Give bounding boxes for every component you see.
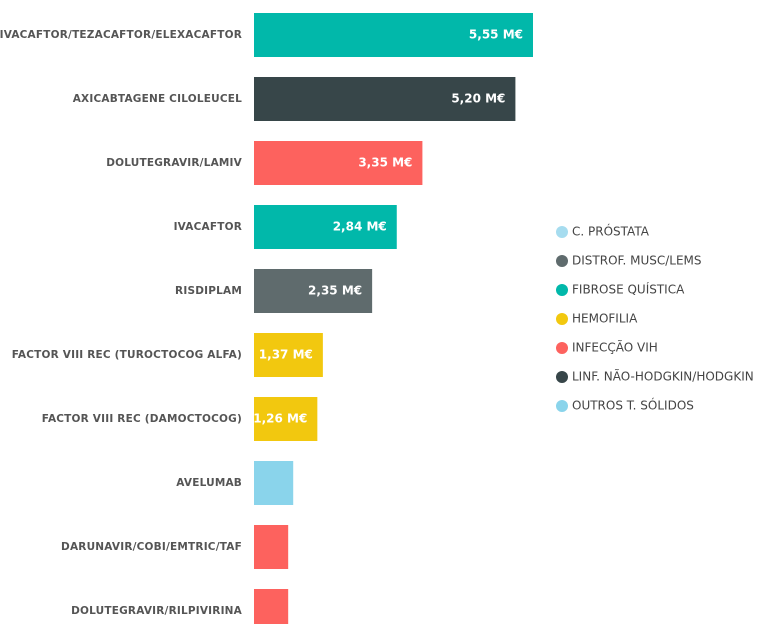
category-label: DARUNAVIR/COBI/EMTRIC/TAF	[61, 541, 242, 553]
legend-label: OUTROS T. SÓLIDOS	[572, 398, 694, 413]
bar	[254, 269, 373, 313]
bar	[254, 205, 397, 249]
legend-label: DISTROF. MUSC/LEMS	[572, 254, 702, 268]
legend-marker	[556, 342, 568, 354]
category-label: AXICABTAGENE CILOLEUCEL	[73, 93, 242, 105]
value-label: 3,35 M€	[358, 156, 412, 170]
bar	[254, 141, 423, 185]
bar	[254, 461, 294, 505]
value-label: 1,26 M€	[253, 412, 307, 426]
category-label: RISDIPLAM	[175, 285, 242, 297]
category-label: FACTOR VIII REC (DAMOCTOCOG)	[42, 413, 242, 425]
value-label: 2,84 M€	[333, 220, 387, 234]
value-label: 2,35 M€	[308, 284, 362, 298]
legend-marker	[556, 226, 568, 238]
legend-label: LINF. NÃO-HODGKIN/HODGKIN	[572, 369, 754, 384]
legend-label: INFECÇÃO VIH	[572, 340, 658, 355]
legend-marker	[556, 284, 568, 296]
legend-label: C. PRÓSTATA	[572, 224, 650, 239]
bar	[254, 525, 289, 569]
legend-label: HEMOFILIA	[572, 312, 638, 326]
category-label: IVACAFTOR	[174, 221, 242, 233]
legend-marker	[556, 313, 568, 325]
legend-marker	[556, 400, 568, 412]
bar	[254, 333, 323, 377]
bar	[254, 13, 533, 57]
bar	[254, 77, 516, 121]
value-label: 5,20 M€	[451, 92, 505, 106]
legend-label: FIBROSE QUÍSTICA	[572, 282, 685, 297]
category-label: IVACAFTOR/TEZACAFTOR/ELEXACAFTOR	[0, 29, 242, 41]
legend-marker	[556, 371, 568, 383]
legend-marker	[556, 255, 568, 267]
bar	[254, 589, 289, 624]
category-label: DOLUTEGRAVIR/RILPIVIRINA	[71, 605, 243, 617]
category-label: AVELUMAB	[176, 477, 242, 489]
category-label: FACTOR VIII REC (TUROCTOCOG ALFA)	[12, 349, 242, 361]
bar	[254, 397, 318, 441]
category-label: DOLUTEGRAVIR/LAMIV	[106, 157, 242, 169]
value-label: 5,55 M€	[469, 28, 523, 42]
value-label: 1,37 M€	[259, 348, 313, 362]
